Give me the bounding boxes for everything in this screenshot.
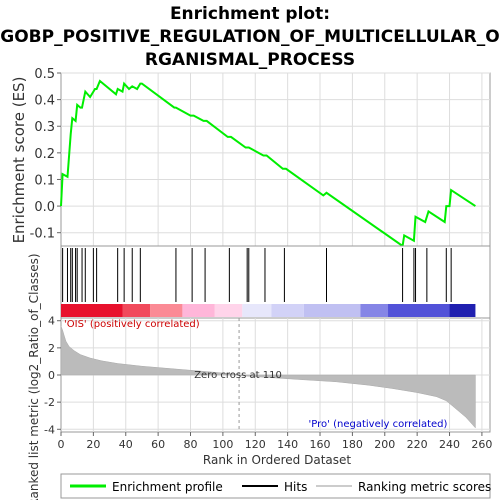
es-y-tick-label: 0.4 <box>34 94 55 109</box>
metric-x-axis-label: Rank in Ordered Dataset <box>203 453 351 467</box>
title-line-2: GOBP_POSITIVE_REGULATION_OF_MULTICELLULA… <box>0 27 499 47</box>
legend-label-ranking-metric: Ranking metric scores <box>358 480 491 494</box>
es-y-tick-label: -0.1 <box>30 227 55 242</box>
metric-y-tick-label: 4 <box>48 315 55 328</box>
metric-x-tick-label: 140 <box>277 438 298 451</box>
metric-x-tick-label: 20 <box>86 438 100 451</box>
legend-label-enrichment-profile: Enrichment profile <box>112 480 223 494</box>
metric-y-tick-label: 0 <box>48 369 55 382</box>
metric-x-tick-label: 180 <box>342 438 363 451</box>
metric-x-tick-label: 200 <box>374 438 395 451</box>
gradient-band <box>150 304 183 317</box>
ranked-gradient-bar <box>61 304 476 317</box>
metric-y-tick-label: 2 <box>48 342 55 355</box>
legend: Enrichment profile Hits Ranking metric s… <box>60 473 491 499</box>
es-y-axis-label: Enrichment score (ES) <box>10 77 28 244</box>
es-y-tick-label: 0.2 <box>34 147 55 162</box>
metric-x-tick-label: 100 <box>212 438 233 451</box>
es-y-tick-label: 0.1 <box>34 173 55 188</box>
metric-y-ticks: -4 -2 0 2 4 <box>44 315 61 436</box>
es-y-ticks: -0.1 0.0 0.1 0.2 0.3 0.4 0.5 <box>30 67 61 242</box>
metric-x-tick-label: 240 <box>439 438 460 451</box>
metric-y-tick-label: -2 <box>44 396 55 409</box>
metric-y-axis-label: Ranked list metric (log2_Ratio_of_Classe… <box>27 253 41 500</box>
metric-x-tick-label: 260 <box>471 438 492 451</box>
metric-x-tick-label: 0 <box>58 438 65 451</box>
ranked-metric-area <box>60 326 476 429</box>
gradient-band <box>61 304 123 317</box>
es-y-tick-label: 0.5 <box>34 67 55 82</box>
gradient-band <box>214 304 243 317</box>
metric-x-tick-label: 60 <box>151 438 165 451</box>
metric-x-tick-label: 80 <box>184 438 198 451</box>
metric-x-tick-label: 160 <box>310 438 331 451</box>
hits-panel <box>60 245 491 319</box>
es-y-tick-label: 0.3 <box>34 120 55 135</box>
es-plot-area <box>60 72 491 247</box>
metric-x-tick-label: 40 <box>119 438 133 451</box>
metric-y-tick-label: -4 <box>44 423 55 436</box>
positive-correlation-label: 'OIS' (positively correlated) <box>64 319 200 330</box>
es-gridlines <box>61 72 490 246</box>
metric-x-tick-label: 220 <box>407 438 428 451</box>
es-y-tick-label: 0.0 <box>34 200 55 215</box>
title-line-1: Enrichment plot: <box>170 4 330 24</box>
enrichment-score-panel: -0.1 0.0 0.1 0.2 0.3 0.4 0.5 Enrichment score … <box>10 67 491 248</box>
negative-correlation-label: 'Pro' (negatively correlated) <box>309 419 448 430</box>
gradient-band <box>388 304 450 317</box>
title-line-3: RGANISMAL_PROCESS <box>145 50 355 70</box>
metric-x-ticks: 0 20 40 60 80 100 120 140 160 180 200 220 240 260 <box>58 432 492 451</box>
zero-cross-label: Zero cross at 110 <box>194 370 282 381</box>
gradient-band <box>122 304 151 317</box>
gradient-band <box>182 304 215 317</box>
enrichment-profile-line <box>60 79 476 248</box>
legend-label-hits: Hits <box>284 480 307 494</box>
ranked-metric-panel: -4 -2 0 2 4 0 20 40 60 80 100 120 140 160 180 200 220 24… <box>27 253 492 500</box>
hit-marks <box>62 248 452 302</box>
gradient-band <box>271 304 304 317</box>
gradient-band <box>303 304 361 317</box>
gradient-band <box>242 304 272 317</box>
metric-x-tick-label: 120 <box>245 438 266 451</box>
gradient-band <box>360 304 389 317</box>
gradient-band <box>449 304 476 317</box>
